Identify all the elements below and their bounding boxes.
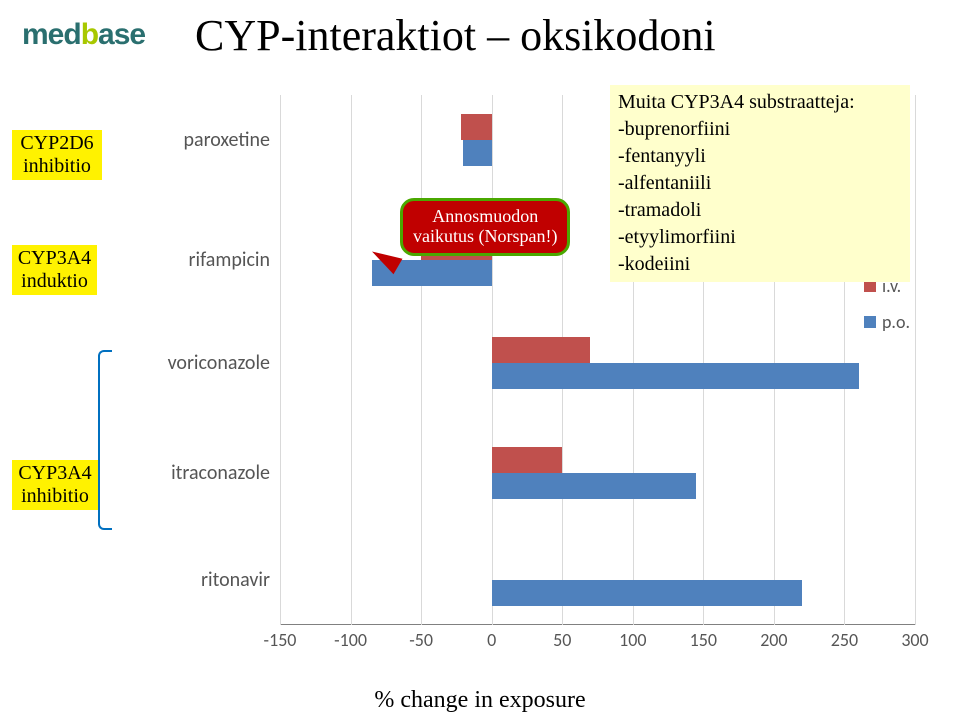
- bar: [492, 447, 563, 473]
- grid-line: [351, 95, 352, 625]
- legend-swatch-po: [864, 316, 876, 328]
- logo-accent: b: [81, 18, 98, 51]
- tick-label: 250: [831, 629, 858, 651]
- substrate-item: -alfentaniili: [618, 170, 902, 197]
- legend: i.v. p.o.: [864, 275, 910, 347]
- axis-line: [280, 624, 915, 625]
- grid-line: [915, 95, 916, 625]
- tick-label: 0: [487, 629, 496, 651]
- category-label: rifampicin: [120, 248, 270, 272]
- substrate-list: Muita CYP3A4 substraatteja: -buprenorfii…: [610, 85, 910, 282]
- grid-line: [280, 95, 281, 625]
- bracket-icon: [98, 350, 112, 530]
- legend-label: p.o.: [882, 311, 910, 333]
- bar: [492, 337, 591, 363]
- x-axis-label: % change in exposure: [374, 687, 585, 714]
- bar: [492, 580, 802, 606]
- substrate-item: -tramadoli: [618, 197, 902, 224]
- tick-label: 50: [553, 629, 571, 651]
- label-text: CYP2D6 inhibitio: [20, 132, 93, 177]
- substrate-item: -etyylimorfiini: [618, 224, 902, 251]
- tick-label: 300: [901, 629, 928, 651]
- tick-label: -100: [334, 629, 367, 651]
- label-cyp3a4-induktio: CYP3A4 induktio: [12, 245, 97, 295]
- label-text: CYP3A4 induktio: [18, 247, 91, 292]
- grid-line: [421, 95, 422, 625]
- bar: [463, 140, 491, 166]
- tick-label: -150: [264, 629, 297, 651]
- substrate-item: -kodeiini: [618, 251, 902, 278]
- substrate-header: Muita CYP3A4 substraatteja:: [618, 89, 902, 116]
- category-label: paroxetine: [120, 128, 270, 152]
- label-cyp2d6-inhibitio: CYP2D6 inhibitio: [12, 130, 102, 180]
- brand-logo: medbase: [22, 18, 145, 52]
- bar: [461, 114, 492, 140]
- substrate-item: -buprenorfiini: [618, 116, 902, 143]
- callout-line2: vaikutus (Norspan!): [413, 227, 557, 247]
- tick-label: 150: [690, 629, 717, 651]
- legend-item-po: p.o.: [864, 311, 910, 333]
- callout-line1: Annosmuodon: [413, 207, 557, 227]
- logo-part-2: ase: [98, 18, 145, 51]
- tick-label: 100: [619, 629, 646, 651]
- callout-annosmuodon: Annosmuodon vaikutus (Norspan!): [400, 198, 570, 256]
- bar: [492, 363, 859, 389]
- category-label: ritonavir: [120, 568, 270, 592]
- label-cyp3a4-inhibitio: CYP3A4 inhibitio: [12, 460, 98, 510]
- page-title: CYP-interaktiot – oksikodoni: [195, 10, 716, 61]
- bar: [492, 473, 697, 499]
- category-label: itraconazole: [120, 461, 270, 485]
- tick-label: -50: [409, 629, 433, 651]
- tick-label: 200: [760, 629, 787, 651]
- label-text: CYP3A4 inhibitio: [18, 462, 91, 507]
- substrate-item: -fentanyyli: [618, 143, 902, 170]
- logo-part-1: med: [22, 18, 81, 51]
- category-label: voriconazole: [120, 351, 270, 375]
